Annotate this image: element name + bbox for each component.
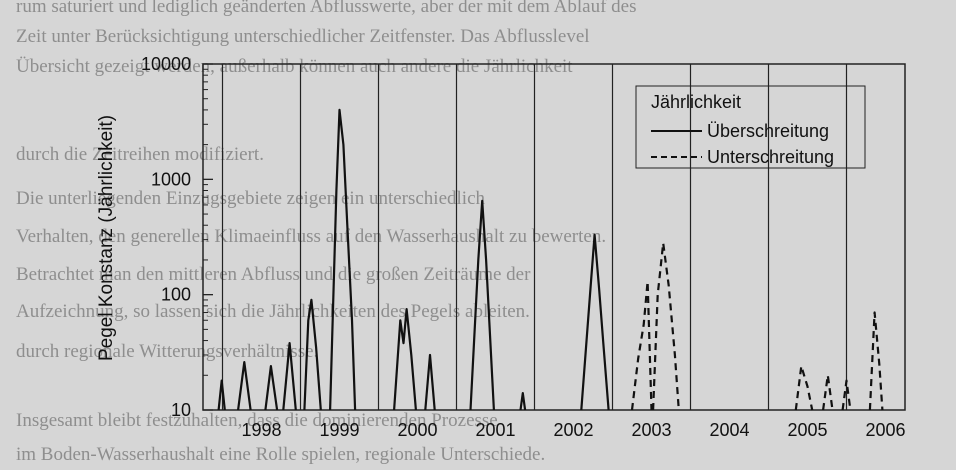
y-axis: 10 100 1000 10000	[141, 54, 213, 420]
background-text-line: Aufzeichnung, so lassen sich die Jährlic…	[16, 301, 530, 322]
legend-title: Jährlichkeit	[651, 92, 741, 112]
y-tick-label: 100	[161, 285, 191, 305]
y-tick-label: 10000	[141, 54, 191, 74]
ueberschreitung-peak	[393, 308, 417, 411]
ueberschreitung-peak	[264, 365, 279, 411]
x-tick-label: 2005	[787, 420, 827, 440]
background-text-line: Die unterliegenden Einzugsgebiete zeigen…	[16, 188, 486, 209]
background-text-line: durch die Zeitreihen modifiziert.	[16, 144, 264, 165]
background-text-line: durch regionale Witterungsverhältnisse.	[16, 341, 319, 362]
series-ueberschreitung	[217, 108, 610, 411]
background-text-line: Zeit unter Berücksichtigung unterschiedl…	[16, 26, 590, 47]
legend: Jährlichkeit Überschreitung Unterschreit…	[635, 85, 866, 169]
unterschreitung-peak	[822, 374, 834, 411]
legend-entry-ueberschreitung: Überschreitung	[707, 121, 829, 141]
unterschreitung-peak	[841, 379, 852, 411]
x-tick-label: 2006	[865, 420, 905, 440]
ueberschreitung-peak	[519, 392, 527, 411]
x-axis: 1998 1999 2000 2001 2002 2003 2004 2005 2006	[241, 420, 905, 440]
y-axis-label: Pegel Konstanz (Jährlichkeit)	[96, 115, 117, 361]
legend-entry-unterschreitung: Unterschreitung	[707, 147, 834, 167]
unterschreitung-peak	[868, 311, 884, 411]
background-text-line: im Boden-Wasserhaushalt eine Rolle spiel…	[16, 444, 546, 465]
ueberschreitung-peak	[237, 361, 252, 411]
x-tick-label: 2002	[553, 420, 593, 440]
x-tick-label: 2000	[397, 420, 437, 440]
x-tick-label: 1999	[319, 420, 359, 440]
ueberschreitung-peak	[580, 233, 610, 411]
unterschreitung-peak	[652, 242, 680, 411]
ueberschreitung-peak	[282, 342, 297, 411]
ueberschreitung-peak	[329, 108, 357, 411]
series-unterschreitung	[630, 242, 884, 411]
ueberschreitung-peak	[469, 199, 495, 411]
unterschreitung-peak	[794, 365, 814, 411]
year-dividers	[221, 64, 848, 410]
y-tick-label: 10	[171, 400, 191, 420]
ueberschreitung-peak	[424, 353, 436, 411]
legend-box	[635, 85, 866, 169]
ueberschreitung-peak	[217, 379, 226, 411]
plot-area	[202, 63, 906, 411]
background-text-line: Betrachtet man den mittleren Abfluss und…	[16, 264, 531, 285]
x-tick-label: 2001	[475, 420, 515, 440]
unterschreitung-peak	[630, 280, 653, 411]
x-tick-label: 1998	[241, 420, 281, 440]
x-tick-label: 2003	[631, 420, 671, 440]
y-tick-label: 1000	[151, 169, 191, 189]
background-text-line: Insgesamt bleibt festzuhalten, dass die …	[16, 410, 498, 431]
background-text-line: Übersicht gezeigt werden, außerhalb könn…	[16, 56, 573, 77]
background-text-line: rum saturiert und lediglich geänderten A…	[16, 0, 637, 17]
ueberschreitung-peak	[303, 298, 322, 411]
background-text-line: Verhalten, den generellen Klimaeinfluss …	[16, 226, 607, 247]
x-tick-label: 2004	[709, 420, 749, 440]
